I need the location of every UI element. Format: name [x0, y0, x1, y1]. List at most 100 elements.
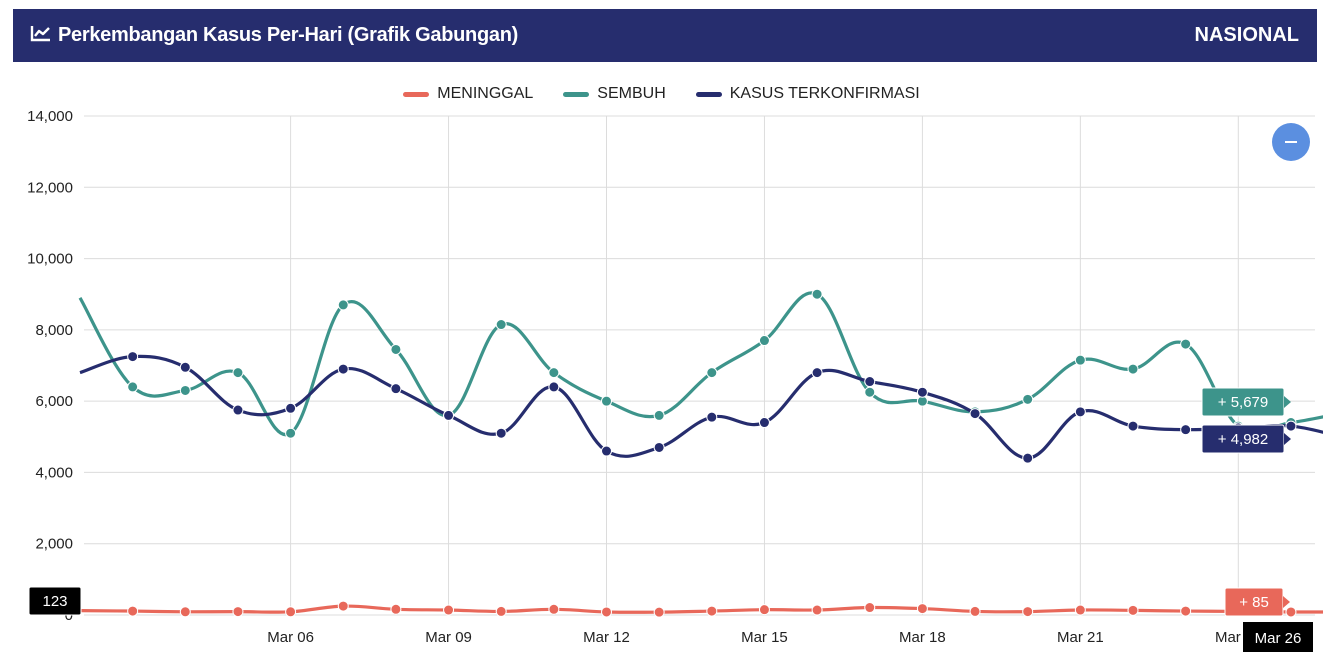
- data-point-kasus-terkonfirmasi[interactable]: [495, 427, 507, 439]
- y-tick-label: 4,000: [35, 464, 73, 481]
- legend-item-meninggal[interactable]: MENINGGAL: [403, 82, 533, 106]
- data-point-sembuh[interactable]: [495, 319, 507, 331]
- data-point-meninggal[interactable]: [916, 603, 928, 615]
- data-point-meninggal[interactable]: [1022, 606, 1034, 618]
- data-point-meninggal[interactable]: [232, 606, 244, 618]
- legend-swatch-konfirmasi: [695, 91, 722, 97]
- data-point-sembuh[interactable]: [232, 367, 244, 379]
- data-point-sembuh[interactable]: [127, 381, 139, 393]
- data-point-sembuh[interactable]: [706, 367, 718, 379]
- tooltip-start-value-box: [28, 586, 82, 616]
- data-point-meninggal[interactable]: [1285, 606, 1297, 618]
- data-point-kasus-terkonfirmasi[interactable]: [916, 386, 928, 398]
- data-point-meninggal[interactable]: [1127, 604, 1139, 616]
- data-point-kasus-terkonfirmasi[interactable]: [1022, 452, 1034, 464]
- data-point-meninggal[interactable]: [337, 600, 349, 612]
- x-tick-label: Mar 12: [583, 629, 630, 646]
- data-point-meninggal[interactable]: [811, 604, 823, 616]
- data-point-sembuh[interactable]: [285, 427, 297, 439]
- tooltip-start-value-text: 123: [42, 593, 67, 610]
- y-tick-label: 12,000: [27, 179, 73, 196]
- data-point-sembuh[interactable]: [864, 386, 876, 398]
- tooltip-konfirmasi-text: + 4,982: [1218, 431, 1268, 448]
- data-point-meninggal[interactable]: [390, 603, 402, 615]
- header-title-group: Perkembangan Kasus Per-Hari (Grafik Gabu…: [30, 9, 518, 62]
- data-point-kasus-terkonfirmasi[interactable]: [706, 411, 718, 423]
- chart-title: Perkembangan Kasus Per-Hari (Grafik Gabu…: [58, 24, 518, 46]
- line-chart-icon: [30, 24, 52, 47]
- data-point-kasus-terkonfirmasi[interactable]: [1285, 420, 1297, 432]
- legend-swatch-sembuh: [563, 91, 590, 97]
- data-point-kasus-terkonfirmasi[interactable]: [390, 383, 402, 395]
- data-point-kasus-terkonfirmasi[interactable]: [232, 404, 244, 416]
- data-point-sembuh[interactable]: [390, 343, 402, 355]
- data-point-meninggal[interactable]: [864, 602, 876, 614]
- data-point-meninggal[interactable]: [127, 605, 139, 617]
- legend-item-konfirmasi[interactable]: KASUS TERKONFIRMASI: [695, 82, 920, 106]
- data-point-sembuh[interactable]: [811, 288, 823, 300]
- x-tick-label: Mar 21: [1057, 629, 1104, 646]
- data-point-meninggal[interactable]: [443, 604, 455, 616]
- data-point-kasus-terkonfirmasi[interactable]: [864, 376, 876, 388]
- y-tick-label: 2,000: [35, 536, 73, 553]
- data-point-meninggal[interactable]: [601, 606, 612, 618]
- legend-swatch-meninggal: [403, 91, 430, 97]
- x-tick-label: Mar 06: [267, 629, 314, 646]
- data-point-sembuh[interactable]: [548, 367, 560, 379]
- data-point-sembuh[interactable]: [1180, 338, 1192, 350]
- data-point-kasus-terkonfirmasi[interactable]: [443, 409, 455, 421]
- data-point-meninggal[interactable]: [285, 606, 297, 618]
- data-point-kasus-terkonfirmasi[interactable]: [811, 367, 823, 379]
- data-point-sembuh[interactable]: [1022, 393, 1034, 405]
- data-point-kasus-terkonfirmasi[interactable]: [337, 363, 349, 375]
- data-point-meninggal[interactable]: [653, 606, 665, 618]
- data-point-kasus-terkonfirmasi[interactable]: [653, 441, 665, 453]
- y-tick-label: 8,000: [35, 322, 73, 339]
- chart-legend: MENINGGAL SEMBUH KASUS TERKONFIRMASI: [0, 82, 1323, 106]
- tooltip-sembuh-text: + 5,679: [1218, 394, 1268, 411]
- tooltip-konfirmasi-pointer: [1284, 433, 1291, 445]
- data-point-kasus-terkonfirmasi[interactable]: [969, 408, 981, 420]
- tooltip-date-text: Mar 26: [1255, 630, 1302, 647]
- data-point-kasus-terkonfirmasi[interactable]: [1180, 424, 1192, 436]
- data-point-meninggal[interactable]: [548, 603, 560, 615]
- data-point-sembuh[interactable]: [601, 395, 612, 407]
- tooltip-sembuh-pointer: [1284, 396, 1291, 408]
- legend-item-sembuh[interactable]: SEMBUH: [563, 82, 666, 106]
- y-tick-label: 6,000: [35, 393, 73, 410]
- x-tick-label: Mar 18: [899, 629, 946, 646]
- data-point-sembuh[interactable]: [179, 384, 191, 396]
- data-point-kasus-terkonfirmasi[interactable]: [1074, 406, 1086, 418]
- data-point-sembuh[interactable]: [1074, 354, 1086, 366]
- tooltip-date-box: [1243, 622, 1313, 652]
- data-point-kasus-terkonfirmasi[interactable]: [601, 445, 612, 457]
- tooltip-meninggal-pointer: [1283, 596, 1290, 608]
- data-point-sembuh[interactable]: [1127, 363, 1139, 375]
- tooltip-meninggal-text: + 85: [1239, 594, 1269, 611]
- data-point-meninggal[interactable]: [758, 604, 770, 616]
- data-point-meninggal[interactable]: [706, 605, 718, 617]
- data-point-meninggal[interactable]: [179, 606, 191, 618]
- data-point-kasus-terkonfirmasi[interactable]: [758, 417, 770, 429]
- data-point-kasus-terkonfirmasi[interactable]: [1127, 420, 1139, 432]
- data-point-kasus-terkonfirmasi[interactable]: [548, 381, 560, 393]
- legend-label-sembuh: SEMBUH: [597, 85, 666, 102]
- data-point-meninggal[interactable]: [495, 605, 507, 617]
- data-point-meninggal[interactable]: [969, 605, 981, 617]
- data-point-sembuh[interactable]: [758, 335, 770, 347]
- data-point-kasus-terkonfirmasi[interactable]: [285, 402, 297, 414]
- data-point-sembuh[interactable]: [653, 409, 665, 421]
- data-point-kasus-terkonfirmasi[interactable]: [179, 361, 191, 373]
- data-point-meninggal[interactable]: [1180, 605, 1192, 617]
- data-point-sembuh[interactable]: [337, 299, 349, 311]
- legend-label-meninggal: MENINGGAL: [437, 85, 534, 102]
- legend-label-konfirmasi: KASUS TERKONFIRMASI: [729, 85, 920, 102]
- data-point-meninggal[interactable]: [1074, 604, 1086, 616]
- x-tick-label: Mar 15: [741, 629, 788, 646]
- region-label: NASIONAL: [1194, 24, 1299, 46]
- x-tick-label: Mar 09: [425, 629, 472, 646]
- y-tick-label: 10,000: [27, 251, 73, 268]
- data-point-kasus-terkonfirmasi[interactable]: [127, 351, 139, 363]
- y-tick-label: 14,000: [27, 108, 73, 125]
